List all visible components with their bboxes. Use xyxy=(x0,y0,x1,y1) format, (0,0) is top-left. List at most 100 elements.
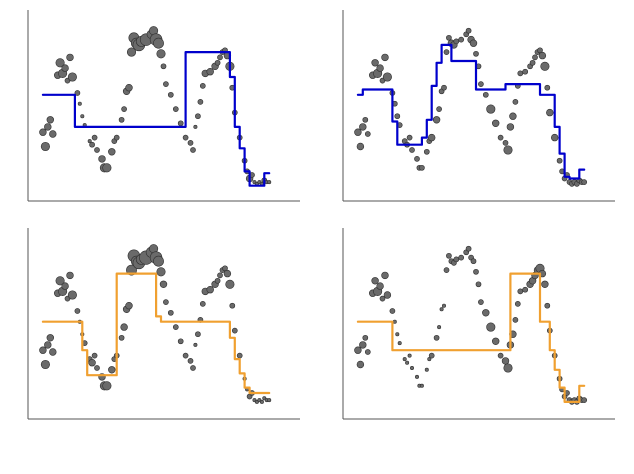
data-point xyxy=(371,59,379,67)
data-point xyxy=(381,271,389,280)
data-point xyxy=(581,179,588,185)
data-point xyxy=(522,68,529,75)
data-point xyxy=(359,341,367,349)
data-point xyxy=(206,286,214,294)
data-point xyxy=(163,299,169,305)
data-point xyxy=(354,346,362,354)
data-point xyxy=(364,131,371,137)
data-point xyxy=(66,271,74,280)
data-point xyxy=(443,49,450,55)
data-point xyxy=(546,108,554,117)
data-point xyxy=(39,346,47,354)
data-point xyxy=(118,334,125,341)
data-point xyxy=(407,353,412,358)
data-point xyxy=(126,47,137,57)
data-point xyxy=(187,140,194,146)
data-point xyxy=(259,399,264,404)
data-point xyxy=(231,327,238,334)
data-point xyxy=(118,116,125,123)
data-point xyxy=(465,27,472,34)
data-point xyxy=(190,147,196,153)
data-point xyxy=(482,91,489,98)
data-point xyxy=(74,308,81,314)
data-point xyxy=(458,36,465,43)
data-point xyxy=(167,309,174,316)
data-point xyxy=(206,67,214,76)
data-point xyxy=(473,268,479,275)
data-point xyxy=(517,288,524,295)
data-point xyxy=(356,360,365,369)
data-point xyxy=(433,334,440,341)
data-point xyxy=(486,104,496,114)
data-point xyxy=(381,53,389,62)
data-point xyxy=(49,348,57,356)
data-point xyxy=(414,374,419,379)
data-point xyxy=(475,281,482,288)
fit-line xyxy=(41,50,271,187)
data-point xyxy=(195,113,201,120)
data-point xyxy=(91,352,98,359)
data-point xyxy=(529,59,536,66)
data-point xyxy=(550,133,559,142)
data-point xyxy=(478,81,484,87)
data-point xyxy=(163,81,169,87)
data-point xyxy=(160,63,167,70)
data-point xyxy=(193,342,198,347)
data-point xyxy=(356,142,365,151)
data-point xyxy=(199,301,206,307)
data-point xyxy=(225,279,235,289)
data-point xyxy=(102,163,112,173)
data-point xyxy=(190,365,196,371)
fit-line xyxy=(41,272,271,395)
data-point xyxy=(473,50,479,57)
data-point xyxy=(214,277,221,284)
data-point xyxy=(439,307,444,312)
data-point xyxy=(486,322,496,332)
data-point xyxy=(55,276,65,286)
data-point xyxy=(172,324,179,330)
data-point xyxy=(446,34,452,41)
data-point xyxy=(61,64,69,72)
data-point xyxy=(66,53,74,62)
data-point xyxy=(392,319,397,324)
data-point xyxy=(153,37,164,49)
data-point xyxy=(379,295,386,302)
data-point xyxy=(267,398,272,403)
data-point xyxy=(544,302,551,309)
data-point xyxy=(177,338,184,345)
data-point xyxy=(497,134,504,141)
data-point xyxy=(121,106,127,112)
data-point xyxy=(453,256,460,263)
data-point xyxy=(229,302,236,309)
data-point xyxy=(125,83,133,92)
data-point xyxy=(406,134,413,141)
data-point xyxy=(502,140,509,146)
data-point xyxy=(581,397,588,403)
data-point xyxy=(497,352,504,359)
data-point xyxy=(436,106,442,112)
data-point xyxy=(94,147,100,153)
data-point xyxy=(465,245,472,252)
data-point xyxy=(80,114,85,119)
data-point xyxy=(156,49,166,59)
fit-line xyxy=(356,43,586,180)
data-point xyxy=(46,334,54,342)
data-point xyxy=(182,352,189,359)
data-point xyxy=(159,280,168,288)
data-point xyxy=(74,90,81,96)
data-point xyxy=(522,286,529,293)
data-point xyxy=(506,123,515,131)
data-point xyxy=(428,133,436,142)
data-point xyxy=(541,280,549,288)
data-point xyxy=(402,357,407,362)
data-point xyxy=(102,381,112,391)
chart-panel-bottom-left xyxy=(27,228,300,420)
data-point xyxy=(441,303,446,308)
data-point xyxy=(556,157,563,164)
data-point xyxy=(469,39,478,47)
data-point xyxy=(197,99,204,105)
data-point xyxy=(362,334,369,341)
data-point xyxy=(125,302,133,310)
data-point xyxy=(428,352,435,359)
data-point xyxy=(182,134,189,141)
